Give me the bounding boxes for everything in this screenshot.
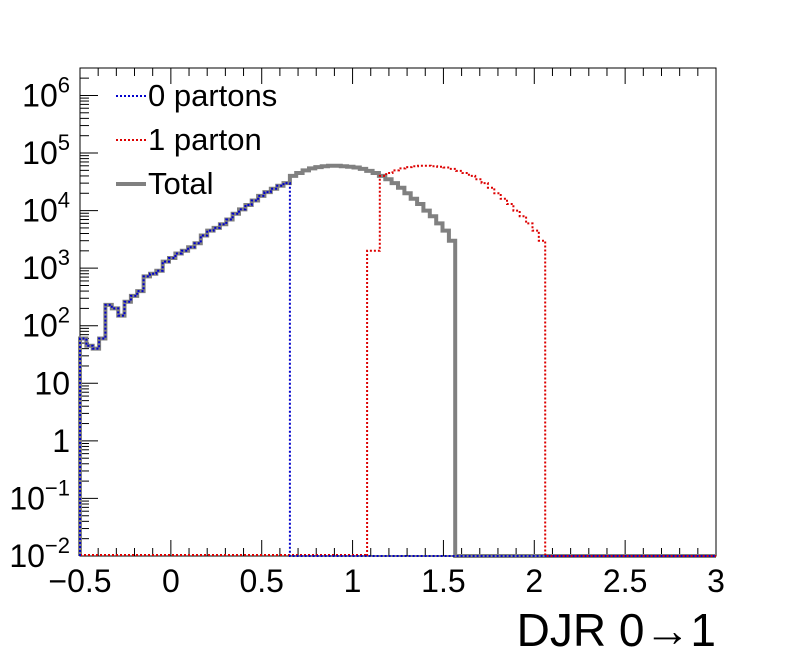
y-tick-label: 104 xyxy=(22,188,70,229)
series-line-1-parton xyxy=(366,164,716,557)
legend-label-total: Total xyxy=(148,166,213,201)
series-line-0-partons xyxy=(79,182,716,557)
series-layer xyxy=(78,163,716,558)
y-tick-label: 10−1 xyxy=(9,475,70,516)
x-tick-label: 0.5 xyxy=(239,563,283,599)
y-tick-label: 105 xyxy=(22,130,70,171)
series-line-total xyxy=(78,163,716,558)
y-tick-label: 10 xyxy=(34,365,70,401)
x-minor-ticks xyxy=(79,68,717,556)
x-tick-labels: −0.5 0 0.5 1 1.5 2 2.5 3 xyxy=(48,563,724,599)
x-tick-label: 2.5 xyxy=(603,563,647,599)
legend-label-1-parton: 1 parton xyxy=(148,122,262,157)
x-tick-label: 0 xyxy=(162,563,180,599)
y-minor-ticks xyxy=(80,67,98,557)
y-tick-label: 106 xyxy=(22,72,70,113)
x-tick-label: 3 xyxy=(707,563,725,599)
x-tick-label: 1.5 xyxy=(421,563,465,599)
y-tick-label: 103 xyxy=(22,245,70,286)
x-tick-label: 2 xyxy=(525,563,543,599)
y-tick-label: 102 xyxy=(22,303,70,344)
x-tick-label: −0.5 xyxy=(48,563,111,599)
y-tick-label: 10−2 xyxy=(9,533,70,574)
legend-label-0-partons: 0 partons xyxy=(148,78,277,113)
x-tick-label: 1 xyxy=(344,563,362,599)
legend: 0 partons 1 parton Total xyxy=(116,78,277,201)
y-tick-label: 1 xyxy=(52,423,70,459)
x-axis-title: DJR 0→1 xyxy=(517,604,716,656)
